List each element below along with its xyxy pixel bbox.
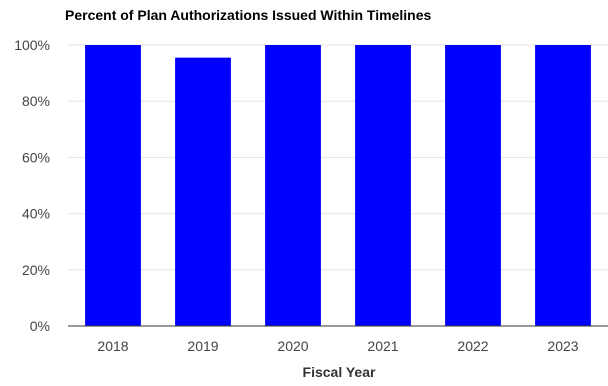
y-tick-label: 60%	[22, 149, 50, 165]
bar-2022	[445, 45, 501, 326]
x-tick-label: 2022	[457, 338, 488, 354]
x-tick-label: 2023	[547, 338, 578, 354]
bar-2019	[175, 57, 231, 327]
y-tick-label: 40%	[22, 206, 50, 222]
x-tick-label: 2021	[367, 338, 398, 354]
x-tick-label: 2019	[187, 338, 218, 354]
bar-2021	[355, 45, 411, 326]
y-tick-labels: 0% 20% 40% 60% 80% 100%	[14, 37, 50, 334]
y-tick-label: 0%	[30, 318, 50, 334]
y-tick-label: 20%	[22, 262, 50, 278]
x-axis-label: Fiscal Year	[303, 364, 376, 380]
y-tick-label: 80%	[22, 93, 50, 109]
gridlines	[68, 44, 608, 271]
x-tick-label: 2020	[277, 338, 308, 354]
x-tick-labels: 2018 2019 2020 2021 2022 2023	[97, 338, 578, 354]
chart-title: Percent of Plan Authorizations Issued Wi…	[65, 7, 431, 23]
bar-2020	[265, 45, 321, 326]
bar-2023	[535, 45, 591, 326]
y-tick-label: 100%	[14, 37, 50, 53]
bars	[85, 45, 591, 327]
x-tick-label: 2018	[97, 338, 128, 354]
bar-2018	[85, 45, 141, 326]
